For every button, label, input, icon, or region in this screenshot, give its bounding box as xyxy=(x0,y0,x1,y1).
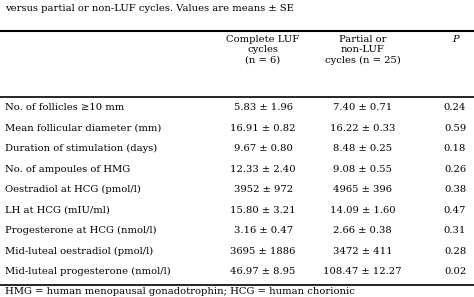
Text: Mean follicular diameter (mm): Mean follicular diameter (mm) xyxy=(5,124,161,133)
Text: versus partial or non-LUF cycles. Values are means ± SE: versus partial or non-LUF cycles. Values… xyxy=(5,4,293,13)
Text: 3952 ± 972: 3952 ± 972 xyxy=(234,185,292,194)
Text: HMG = human menopausal gonadotrophin; HCG = human chorionic
gonadotrophin; LH = : HMG = human menopausal gonadotrophin; HC… xyxy=(5,287,355,297)
Text: 9.08 ± 0.55: 9.08 ± 0.55 xyxy=(333,165,392,174)
Text: No. of ampoules of HMG: No. of ampoules of HMG xyxy=(5,165,130,174)
Text: Progesterone at HCG (nmol/l): Progesterone at HCG (nmol/l) xyxy=(5,226,156,236)
Text: 14.09 ± 1.60: 14.09 ± 1.60 xyxy=(330,206,395,215)
Text: 0.24: 0.24 xyxy=(444,103,466,112)
Text: Mid-luteal oestradiol (pmol/l): Mid-luteal oestradiol (pmol/l) xyxy=(5,247,153,256)
Text: 9.67 ± 0.80: 9.67 ± 0.80 xyxy=(234,144,292,153)
Text: 7.40 ± 0.71: 7.40 ± 0.71 xyxy=(333,103,392,112)
Text: 0.38: 0.38 xyxy=(444,185,466,194)
Text: 4965 ± 396: 4965 ± 396 xyxy=(333,185,392,194)
Text: 16.22 ± 0.33: 16.22 ± 0.33 xyxy=(330,124,395,133)
Text: 0.59: 0.59 xyxy=(444,124,466,133)
Text: Mid-luteal progesterone (nmol/l): Mid-luteal progesterone (nmol/l) xyxy=(5,267,171,277)
Text: 0.02: 0.02 xyxy=(444,267,466,276)
Text: 108.47 ± 12.27: 108.47 ± 12.27 xyxy=(323,267,402,276)
Text: P: P xyxy=(452,35,458,44)
Text: Partial or
non-LUF
cycles (n = 25): Partial or non-LUF cycles (n = 25) xyxy=(325,35,401,65)
Text: 0.47: 0.47 xyxy=(444,206,466,215)
Text: 12.33 ± 2.40: 12.33 ± 2.40 xyxy=(230,165,296,174)
Text: 3695 ± 1886: 3695 ± 1886 xyxy=(230,247,296,256)
Text: LH at HCG (mIU/ml): LH at HCG (mIU/ml) xyxy=(5,206,109,215)
Text: 3.16 ± 0.47: 3.16 ± 0.47 xyxy=(234,226,292,235)
Text: 0.28: 0.28 xyxy=(444,247,466,256)
Text: 3472 ± 411: 3472 ± 411 xyxy=(333,247,392,256)
Text: 15.80 ± 3.21: 15.80 ± 3.21 xyxy=(230,206,296,215)
Text: 46.97 ± 8.95: 46.97 ± 8.95 xyxy=(230,267,296,276)
Text: Duration of stimulation (days): Duration of stimulation (days) xyxy=(5,144,157,154)
Text: 5.83 ± 1.96: 5.83 ± 1.96 xyxy=(234,103,292,112)
Text: 0.18: 0.18 xyxy=(444,144,466,153)
Text: 0.31: 0.31 xyxy=(444,226,466,235)
Text: 0.26: 0.26 xyxy=(444,165,466,174)
Text: Oestradiol at HCG (pmol/l): Oestradiol at HCG (pmol/l) xyxy=(5,185,141,195)
Text: 8.48 ± 0.25: 8.48 ± 0.25 xyxy=(333,144,392,153)
Text: Complete LUF
cycles
(n = 6): Complete LUF cycles (n = 6) xyxy=(227,35,300,65)
Text: 2.66 ± 0.38: 2.66 ± 0.38 xyxy=(333,226,392,235)
Text: No. of follicles ≥10 mm: No. of follicles ≥10 mm xyxy=(5,103,124,112)
Text: 16.91 ± 0.82: 16.91 ± 0.82 xyxy=(230,124,296,133)
